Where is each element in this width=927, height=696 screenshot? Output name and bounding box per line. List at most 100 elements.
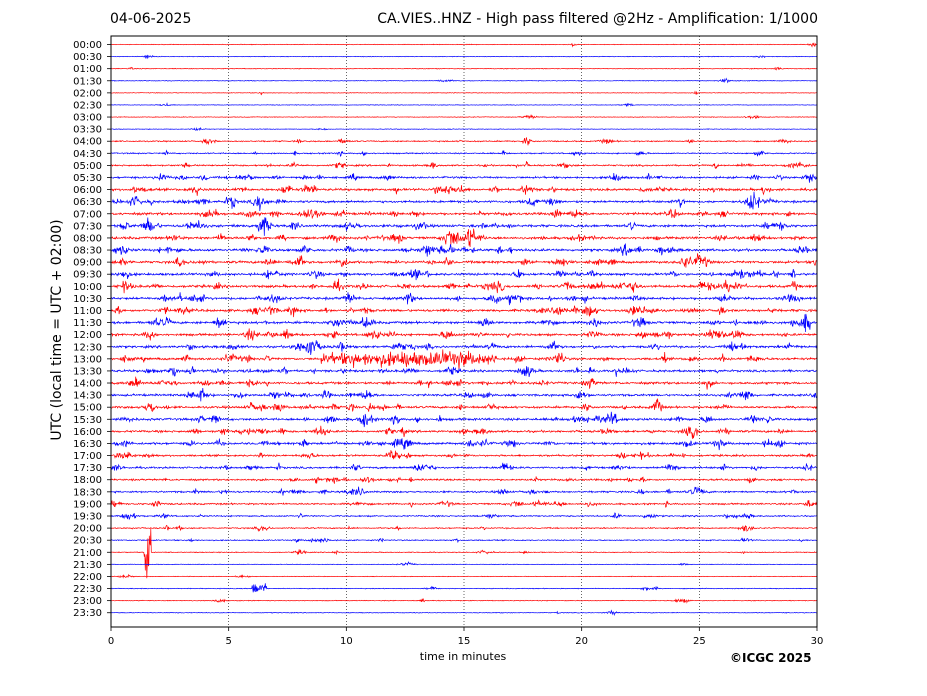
trace-0100 bbox=[111, 66, 817, 71]
plot-date: 04-06-2025 bbox=[110, 11, 192, 27]
trace-0230 bbox=[111, 102, 817, 108]
y-tick-label: 19:00 bbox=[73, 499, 102, 510]
y-tick-label: 21:00 bbox=[73, 548, 102, 559]
trace-2130 bbox=[111, 561, 817, 566]
x-tick-label: 10 bbox=[340, 636, 353, 647]
chart-title: CA.VIES..HNZ - High pass filtered @2Hz -… bbox=[377, 11, 818, 27]
trace-1030 bbox=[111, 292, 817, 306]
y-tick-label: 09:30 bbox=[73, 270, 102, 281]
y-tick-label: 17:30 bbox=[73, 463, 102, 474]
trace-1830 bbox=[111, 486, 817, 496]
y-tick-label: 11:00 bbox=[73, 306, 102, 317]
x-tick-label: 30 bbox=[811, 636, 824, 647]
trace-2300 bbox=[111, 598, 817, 604]
copyright-text: ©ICGC 2025 bbox=[730, 651, 812, 665]
trace-0430 bbox=[111, 149, 817, 158]
trace-1230 bbox=[111, 340, 817, 355]
traces-group bbox=[111, 42, 817, 616]
x-tick-label: 20 bbox=[575, 636, 588, 647]
y-tick-label: 15:30 bbox=[73, 415, 102, 426]
trace-1900 bbox=[111, 499, 817, 508]
y-tick-label: 03:30 bbox=[73, 125, 102, 136]
y-tick-label: 10:30 bbox=[73, 294, 102, 305]
y-tick-label: 08:00 bbox=[73, 233, 102, 244]
y-tick-label: 09:00 bbox=[73, 258, 102, 269]
y-tick-label: 21:30 bbox=[73, 560, 102, 571]
y-tick-label: 05:30 bbox=[73, 173, 102, 184]
y-tick-label: 03:00 bbox=[73, 113, 102, 124]
x-axis-label: time in minutes bbox=[419, 650, 507, 663]
y-tick-label: 10:00 bbox=[73, 282, 102, 293]
x-tick-label: 5 bbox=[225, 636, 231, 647]
trace-0000 bbox=[111, 42, 817, 48]
trace-0730 bbox=[111, 217, 817, 236]
x-tick-label: 0 bbox=[108, 636, 114, 647]
y-tick-label: 19:30 bbox=[73, 512, 102, 523]
trace-2330 bbox=[111, 609, 817, 616]
y-tick-label: 06:00 bbox=[73, 185, 102, 196]
trace-1500 bbox=[111, 398, 817, 413]
trace-1100 bbox=[111, 305, 817, 318]
y-tick-label: 15:00 bbox=[73, 403, 102, 414]
trace-0200 bbox=[111, 90, 817, 96]
y-tick-label: 04:30 bbox=[73, 149, 102, 160]
y-tick-label: 02:30 bbox=[73, 100, 102, 111]
trace-2000 bbox=[111, 524, 817, 532]
y-tick-label: 11:30 bbox=[73, 318, 102, 329]
trace-1800 bbox=[111, 476, 817, 484]
y-tick-label: 14:00 bbox=[73, 379, 102, 390]
y-tick-label: 12:00 bbox=[73, 330, 102, 341]
y-tick-label: 16:00 bbox=[73, 427, 102, 438]
trace-0800 bbox=[111, 228, 817, 247]
trace-0900 bbox=[111, 253, 817, 268]
trace-1300 bbox=[111, 349, 817, 371]
y-tick-label: 02:00 bbox=[73, 88, 102, 99]
trace-2100 bbox=[111, 528, 817, 579]
y-tick-label: 05:00 bbox=[73, 161, 102, 172]
y-tick-label: 06:30 bbox=[73, 197, 102, 208]
y-tick-label: 08:30 bbox=[73, 246, 102, 257]
y-tick-label: 13:30 bbox=[73, 366, 102, 377]
y-tick-label: 01:00 bbox=[73, 64, 102, 75]
y-tick-label: 00:30 bbox=[73, 52, 102, 63]
y-tick-label: 04:00 bbox=[73, 137, 102, 148]
trace-1700 bbox=[111, 450, 817, 460]
trace-2030 bbox=[111, 537, 817, 544]
y-tick-label: 00:00 bbox=[73, 40, 102, 51]
trace-0830 bbox=[111, 243, 817, 257]
y-tick-label: 07:30 bbox=[73, 221, 102, 232]
trace-0630 bbox=[111, 191, 817, 212]
trace-1630 bbox=[111, 438, 817, 451]
trace-0500 bbox=[111, 161, 817, 170]
y-tick-label: 01:30 bbox=[73, 76, 102, 87]
y-tick-label: 22:00 bbox=[73, 572, 102, 583]
y-tick-label: 12:30 bbox=[73, 342, 102, 353]
trace-1930 bbox=[111, 512, 817, 521]
x-tick-label: 25 bbox=[693, 636, 706, 647]
trace-1530 bbox=[111, 411, 817, 428]
y-tick-label: 16:30 bbox=[73, 439, 102, 450]
plot-frame bbox=[110, 35, 818, 628]
y-tick-label: 23:00 bbox=[73, 596, 102, 607]
trace-1600 bbox=[111, 425, 817, 439]
y-tick-label: 13:00 bbox=[73, 354, 102, 365]
trace-1430 bbox=[111, 387, 817, 402]
y-tick-label: 23:30 bbox=[73, 608, 102, 619]
trace-1130 bbox=[111, 313, 817, 333]
x-tick-label: 15 bbox=[458, 636, 471, 647]
y-tick-label: 18:00 bbox=[73, 475, 102, 486]
trace-0130 bbox=[111, 77, 817, 84]
trace-0030 bbox=[111, 54, 817, 60]
trace-0930 bbox=[111, 268, 817, 281]
trace-1200 bbox=[111, 328, 817, 341]
y-tick-label: 14:30 bbox=[73, 391, 102, 402]
trace-1330 bbox=[111, 366, 817, 377]
trace-0530 bbox=[111, 173, 817, 183]
trace-2230 bbox=[111, 583, 817, 593]
y-tick-label: 20:30 bbox=[73, 536, 102, 547]
trace-0400 bbox=[111, 137, 817, 146]
y-tick-label: 20:00 bbox=[73, 524, 102, 535]
trace-2200 bbox=[111, 573, 817, 579]
trace-1730 bbox=[111, 462, 817, 472]
y-tick-label: 07:00 bbox=[73, 209, 102, 220]
